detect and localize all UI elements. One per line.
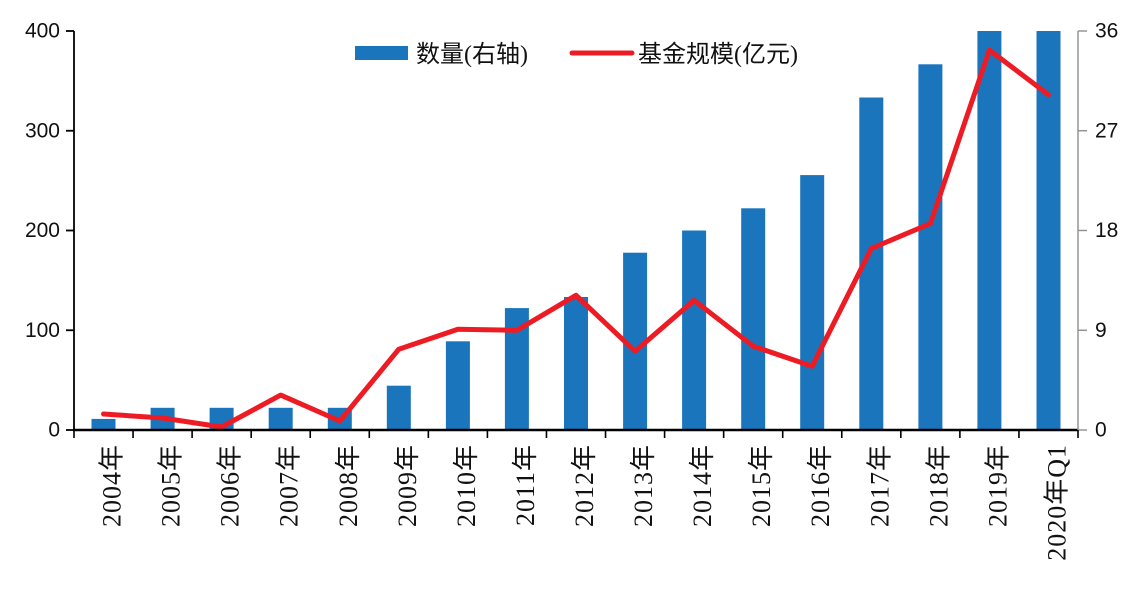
bar-2014年 <box>682 230 707 430</box>
x-axis-category-label: 2013年 <box>629 444 658 527</box>
bar-2015年 <box>741 208 766 430</box>
fund-scale-line <box>101 47 1051 430</box>
right-axis-tick-label: 27 <box>1095 119 1118 142</box>
x-axis-category-label: 2019年 <box>983 444 1012 527</box>
bar-2009年 <box>386 385 411 430</box>
x-axis-category-label: 2007年 <box>275 444 304 527</box>
bar-2018年 <box>918 64 943 431</box>
legend-label-count: 数量(右轴) <box>416 41 528 68</box>
x-axis-category-label: 2020年Q1 <box>1042 444 1071 561</box>
right-axis-tick-label: 36 <box>1095 20 1118 43</box>
x-axis-category-label: 2005年 <box>157 444 186 527</box>
bar-2010年 <box>445 341 470 430</box>
x-axis-category-label: 2014年 <box>688 444 717 527</box>
bar-2004年 <box>91 418 116 430</box>
left-axis-tick-label: 200 <box>25 219 60 242</box>
left-axis-tick-label: 100 <box>25 319 60 342</box>
right-axis-tick-label: 0 <box>1095 419 1107 442</box>
x-axis-category-label: 2016年 <box>806 444 835 527</box>
bar-2020年Q1 <box>1036 31 1061 430</box>
left-axis-tick-label: 400 <box>25 20 60 43</box>
bar-2016年 <box>800 175 825 430</box>
x-axis-category-label: 2009年 <box>393 444 422 527</box>
left-axis-tick-label: 0 <box>48 419 60 442</box>
left-axis-tick-label: 300 <box>25 119 60 142</box>
bar-2012年 <box>564 297 588 430</box>
x-axis-category-label: 2008年 <box>334 444 363 527</box>
x-axis-category-label: 2004年 <box>98 444 127 527</box>
legend-label-fund-scale: 基金规模(亿元) <box>638 41 798 68</box>
legend-bar-swatch-icon <box>355 46 408 60</box>
x-axis-category-label: 2010年 <box>452 444 481 527</box>
bar-2007年 <box>268 407 293 430</box>
x-axis-category-label: 2018年 <box>924 444 953 527</box>
x-axis-category-label: 2012年 <box>570 444 599 527</box>
x-axis-category-label: 2011年 <box>511 444 540 526</box>
x-axis-category-label: 2006年 <box>216 444 245 527</box>
x-axis-category-label: 2017年 <box>865 444 894 527</box>
bar-2019年 <box>977 31 1002 430</box>
right-axis-tick-label: 18 <box>1095 219 1118 242</box>
right-axis-tick-label: 9 <box>1095 319 1107 342</box>
x-axis-category-label: 2015年 <box>747 444 776 527</box>
